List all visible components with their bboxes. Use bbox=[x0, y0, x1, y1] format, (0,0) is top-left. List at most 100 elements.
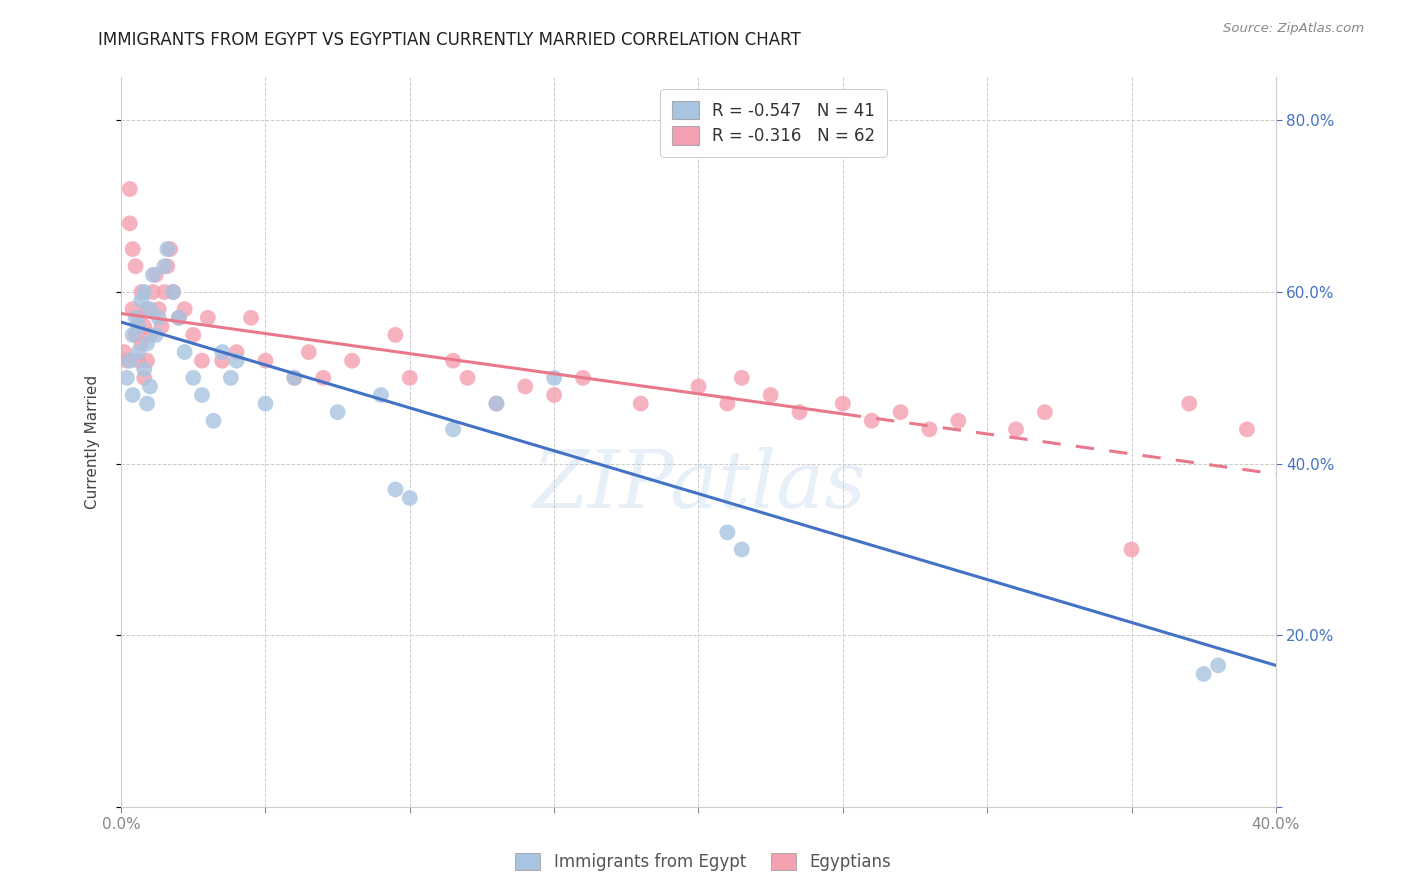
Point bbox=[312, 371, 335, 385]
Point bbox=[134, 285, 156, 299]
Point bbox=[173, 302, 195, 317]
Point bbox=[398, 371, 420, 385]
Point bbox=[398, 491, 420, 505]
Point bbox=[139, 327, 162, 342]
Point bbox=[136, 336, 159, 351]
Point bbox=[1121, 542, 1143, 557]
Point bbox=[173, 345, 195, 359]
Point bbox=[789, 405, 811, 419]
Point bbox=[156, 260, 179, 274]
Point bbox=[121, 302, 143, 317]
Point bbox=[167, 310, 190, 325]
Point bbox=[131, 293, 153, 308]
Point bbox=[225, 353, 247, 368]
Point bbox=[240, 310, 263, 325]
Point bbox=[326, 405, 349, 419]
Point bbox=[211, 353, 233, 368]
Legend: Immigrants from Egypt, Egyptians: Immigrants from Egypt, Egyptians bbox=[506, 845, 900, 880]
Point bbox=[121, 327, 143, 342]
Point bbox=[543, 371, 565, 385]
Point bbox=[219, 371, 242, 385]
Point bbox=[118, 353, 141, 368]
Point bbox=[688, 379, 710, 393]
Point bbox=[441, 422, 464, 436]
Point bbox=[485, 396, 508, 410]
Point bbox=[150, 319, 173, 334]
Point bbox=[860, 414, 883, 428]
Point bbox=[225, 345, 247, 359]
Point bbox=[115, 353, 138, 368]
Point bbox=[139, 302, 162, 317]
Point bbox=[127, 319, 149, 334]
Point bbox=[142, 268, 165, 282]
Point bbox=[716, 525, 738, 540]
Point bbox=[162, 285, 184, 299]
Point bbox=[142, 285, 165, 299]
Point bbox=[716, 396, 738, 410]
Point bbox=[136, 302, 159, 317]
Point bbox=[134, 319, 156, 334]
Point bbox=[145, 268, 167, 282]
Point bbox=[191, 388, 214, 402]
Point bbox=[384, 483, 406, 497]
Point bbox=[831, 396, 853, 410]
Point bbox=[148, 302, 170, 317]
Point bbox=[1192, 667, 1215, 681]
Point bbox=[918, 422, 941, 436]
Text: IMMIGRANTS FROM EGYPT VS EGYPTIAN CURRENTLY MARRIED CORRELATION CHART: IMMIGRANTS FROM EGYPT VS EGYPTIAN CURREN… bbox=[98, 31, 801, 49]
Point bbox=[127, 345, 149, 359]
Point bbox=[515, 379, 537, 393]
Point bbox=[759, 388, 782, 402]
Point bbox=[162, 285, 184, 299]
Point bbox=[197, 310, 219, 325]
Point bbox=[121, 388, 143, 402]
Point bbox=[121, 242, 143, 256]
Point bbox=[181, 327, 204, 342]
Point bbox=[1033, 405, 1056, 419]
Point bbox=[370, 388, 392, 402]
Point bbox=[731, 542, 754, 557]
Point bbox=[131, 336, 153, 351]
Point bbox=[181, 371, 204, 385]
Legend: R = -0.547   N = 41, R = -0.316   N = 62: R = -0.547 N = 41, R = -0.316 N = 62 bbox=[661, 89, 887, 157]
Point bbox=[298, 345, 321, 359]
Point bbox=[118, 182, 141, 196]
Point bbox=[485, 396, 508, 410]
Point bbox=[572, 371, 595, 385]
Text: Source: ZipAtlas.com: Source: ZipAtlas.com bbox=[1223, 22, 1364, 36]
Point bbox=[156, 242, 179, 256]
Point bbox=[136, 353, 159, 368]
Point bbox=[1005, 422, 1028, 436]
Point bbox=[283, 371, 305, 385]
Point bbox=[191, 353, 214, 368]
Point bbox=[145, 327, 167, 342]
Point bbox=[153, 285, 176, 299]
Point bbox=[1236, 422, 1258, 436]
Point bbox=[283, 371, 305, 385]
Point bbox=[131, 285, 153, 299]
Point bbox=[134, 371, 156, 385]
Point bbox=[139, 379, 162, 393]
Text: ZIPatlas: ZIPatlas bbox=[531, 447, 865, 524]
Point bbox=[124, 260, 146, 274]
Point bbox=[731, 371, 754, 385]
Point bbox=[457, 371, 479, 385]
Point bbox=[136, 396, 159, 410]
Point bbox=[148, 310, 170, 325]
Point bbox=[134, 362, 156, 376]
Point bbox=[167, 310, 190, 325]
Point bbox=[254, 353, 277, 368]
Y-axis label: Currently Married: Currently Married bbox=[86, 376, 100, 509]
Point bbox=[441, 353, 464, 368]
Point bbox=[1178, 396, 1201, 410]
Point bbox=[124, 310, 146, 325]
Point bbox=[948, 414, 970, 428]
Point bbox=[115, 371, 138, 385]
Point bbox=[254, 396, 277, 410]
Point bbox=[340, 353, 363, 368]
Point bbox=[630, 396, 652, 410]
Point bbox=[211, 345, 233, 359]
Point bbox=[127, 353, 149, 368]
Point bbox=[543, 388, 565, 402]
Point bbox=[890, 405, 912, 419]
